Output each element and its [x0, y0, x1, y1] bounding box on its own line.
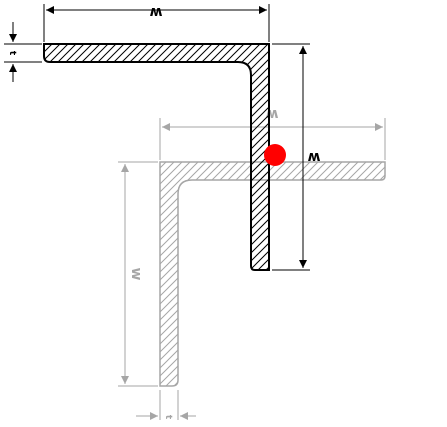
front-angle-profile: w w t: [4, 4, 320, 271]
red-marker-dot: [264, 144, 286, 166]
back-height-label: w: [128, 268, 144, 281]
back-angle-shape: [159, 161, 386, 387]
front-thickness-label: t: [7, 51, 17, 56]
back-angle-profile: w w t: [118, 106, 386, 420]
front-angle-shape: [43, 43, 270, 271]
front-width-label: w: [149, 4, 162, 20]
front-height-label: w: [307, 149, 320, 165]
back-thickness-label: t: [163, 415, 173, 420]
